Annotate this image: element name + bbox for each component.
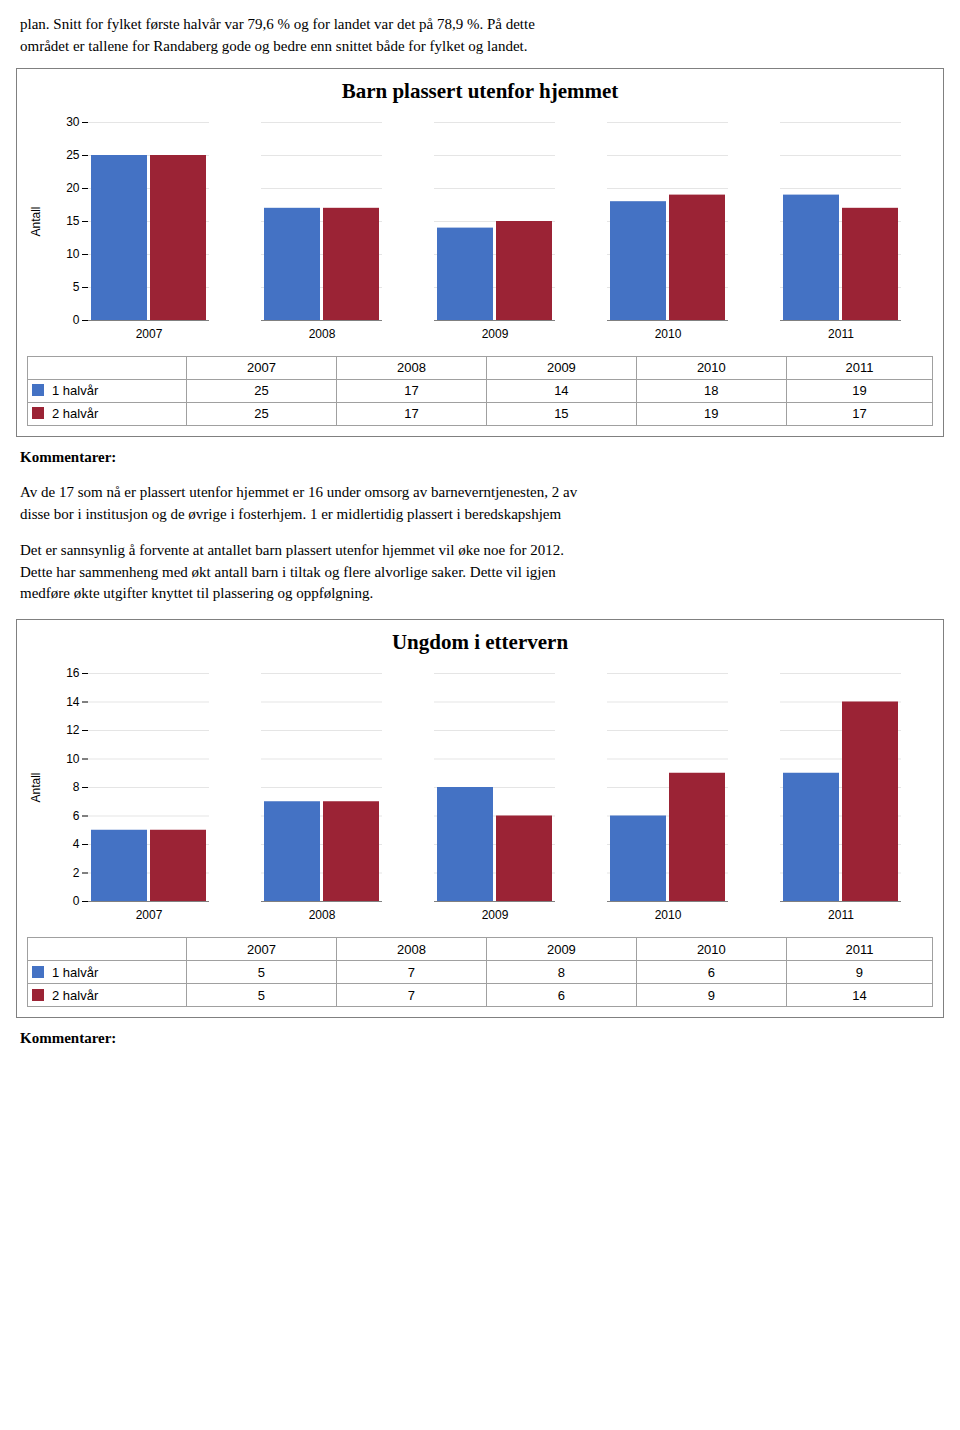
html-text:19: 19 bbox=[852, 383, 867, 398]
svg-text:4: 4 bbox=[73, 837, 80, 851]
html-text:2009: 2009 bbox=[546, 941, 576, 957]
html-text:25: 25 bbox=[254, 383, 269, 398]
html-text:17: 17 bbox=[404, 406, 419, 421]
html-text:2 halvår: 2 halvår bbox=[52, 987, 99, 1003]
svg-text:20: 20 bbox=[66, 181, 80, 195]
html-text:17: 17 bbox=[852, 406, 867, 421]
svg-text:16: 16 bbox=[66, 666, 80, 680]
svg-text:2007: 2007 bbox=[136, 327, 163, 341]
html-text:2007: 2007 bbox=[247, 360, 276, 375]
html-text:Kommentarer:: Kommentarer: bbox=[20, 1030, 117, 1046]
svg-text:2011: 2011 bbox=[828, 908, 854, 922]
svg-text:Antall: Antall bbox=[29, 772, 43, 802]
html-text:7: 7 bbox=[407, 987, 415, 1003]
html-text:5: 5 bbox=[257, 964, 266, 980]
svg-text:10: 10 bbox=[66, 247, 80, 261]
html-text:5: 5 bbox=[257, 987, 266, 1003]
svg-text:2009: 2009 bbox=[482, 327, 509, 341]
svg-text:2008: 2008 bbox=[309, 327, 336, 341]
html-text:2009: 2009 bbox=[546, 360, 576, 375]
svg-text:30: 30 bbox=[66, 115, 80, 129]
svg-text:12: 12 bbox=[66, 723, 80, 737]
svg-text:2007: 2007 bbox=[136, 908, 163, 922]
html-text:2011: 2011 bbox=[845, 941, 874, 957]
html-text:19: 19 bbox=[704, 406, 719, 421]
html-text:7: 7 bbox=[407, 964, 415, 980]
svg-text:5: 5 bbox=[73, 280, 80, 294]
html-text:17: 17 bbox=[404, 383, 419, 398]
html-text:2008: 2008 bbox=[397, 360, 426, 375]
html-text:9: 9 bbox=[707, 987, 715, 1003]
svg-text:2011: 2011 bbox=[828, 327, 854, 341]
html-text:18: 18 bbox=[704, 383, 719, 398]
html-text:Kommentarer:: Kommentarer: bbox=[20, 448, 117, 465]
svg-text:10: 10 bbox=[66, 752, 80, 766]
html-text:2008: 2008 bbox=[397, 941, 426, 957]
html-text:Ungdom i ettervern: Ungdom i ettervern bbox=[391, 630, 569, 654]
html-text:1 halvår: 1 halvår bbox=[52, 964, 99, 980]
svg-text:0: 0 bbox=[73, 313, 80, 327]
svg-text:8: 8 bbox=[73, 780, 80, 794]
svg-text:2010: 2010 bbox=[655, 327, 682, 341]
html-text:1 halvår: 1 halvår bbox=[52, 383, 99, 398]
html-text:9: 9 bbox=[855, 964, 863, 980]
html-text:2 halvår: 2 halvår bbox=[52, 406, 99, 421]
html-text:2011: 2011 bbox=[845, 360, 874, 375]
html-text:25: 25 bbox=[254, 406, 269, 421]
svg-text:0: 0 bbox=[73, 894, 80, 908]
svg-text:6: 6 bbox=[73, 809, 80, 823]
svg-text:Antall: Antall bbox=[29, 206, 43, 236]
html-text:Barn plassert utenfor hjemmet: Barn plassert utenfor hjemmet bbox=[341, 78, 619, 103]
svg-text:2008: 2008 bbox=[309, 908, 336, 922]
html-text:8: 8 bbox=[557, 964, 565, 980]
html-text:området er tallene for Randabe: området er tallene for Randaberg gode og… bbox=[20, 37, 528, 54]
html-text:15: 15 bbox=[554, 406, 569, 421]
html-text:Det er sannsynlig å forvente a: Det er sannsynlig å forvente at antallet… bbox=[20, 541, 564, 602]
svg-text:2009: 2009 bbox=[482, 908, 509, 922]
html-text:14: 14 bbox=[554, 383, 569, 398]
svg-text:14: 14 bbox=[66, 695, 80, 709]
svg-text:2010: 2010 bbox=[655, 908, 682, 922]
html-text:Av de 17 som nå er plassert ut: Av de 17 som nå er plassert utenfor hjem… bbox=[20, 484, 578, 522]
svg-text:25: 25 bbox=[66, 148, 80, 162]
html-text:2010: 2010 bbox=[696, 941, 726, 957]
html-text:6: 6 bbox=[707, 964, 715, 980]
html-text:2010: 2010 bbox=[696, 360, 726, 375]
html-text:plan. Snitt for fylket første: plan. Snitt for fylket første halvår var… bbox=[20, 16, 535, 32]
svg-text:2: 2 bbox=[73, 866, 80, 880]
html-text:14: 14 bbox=[852, 987, 867, 1003]
html-text:2007: 2007 bbox=[247, 941, 276, 957]
svg-text:15: 15 bbox=[66, 214, 80, 228]
html-text:6: 6 bbox=[557, 987, 565, 1003]
